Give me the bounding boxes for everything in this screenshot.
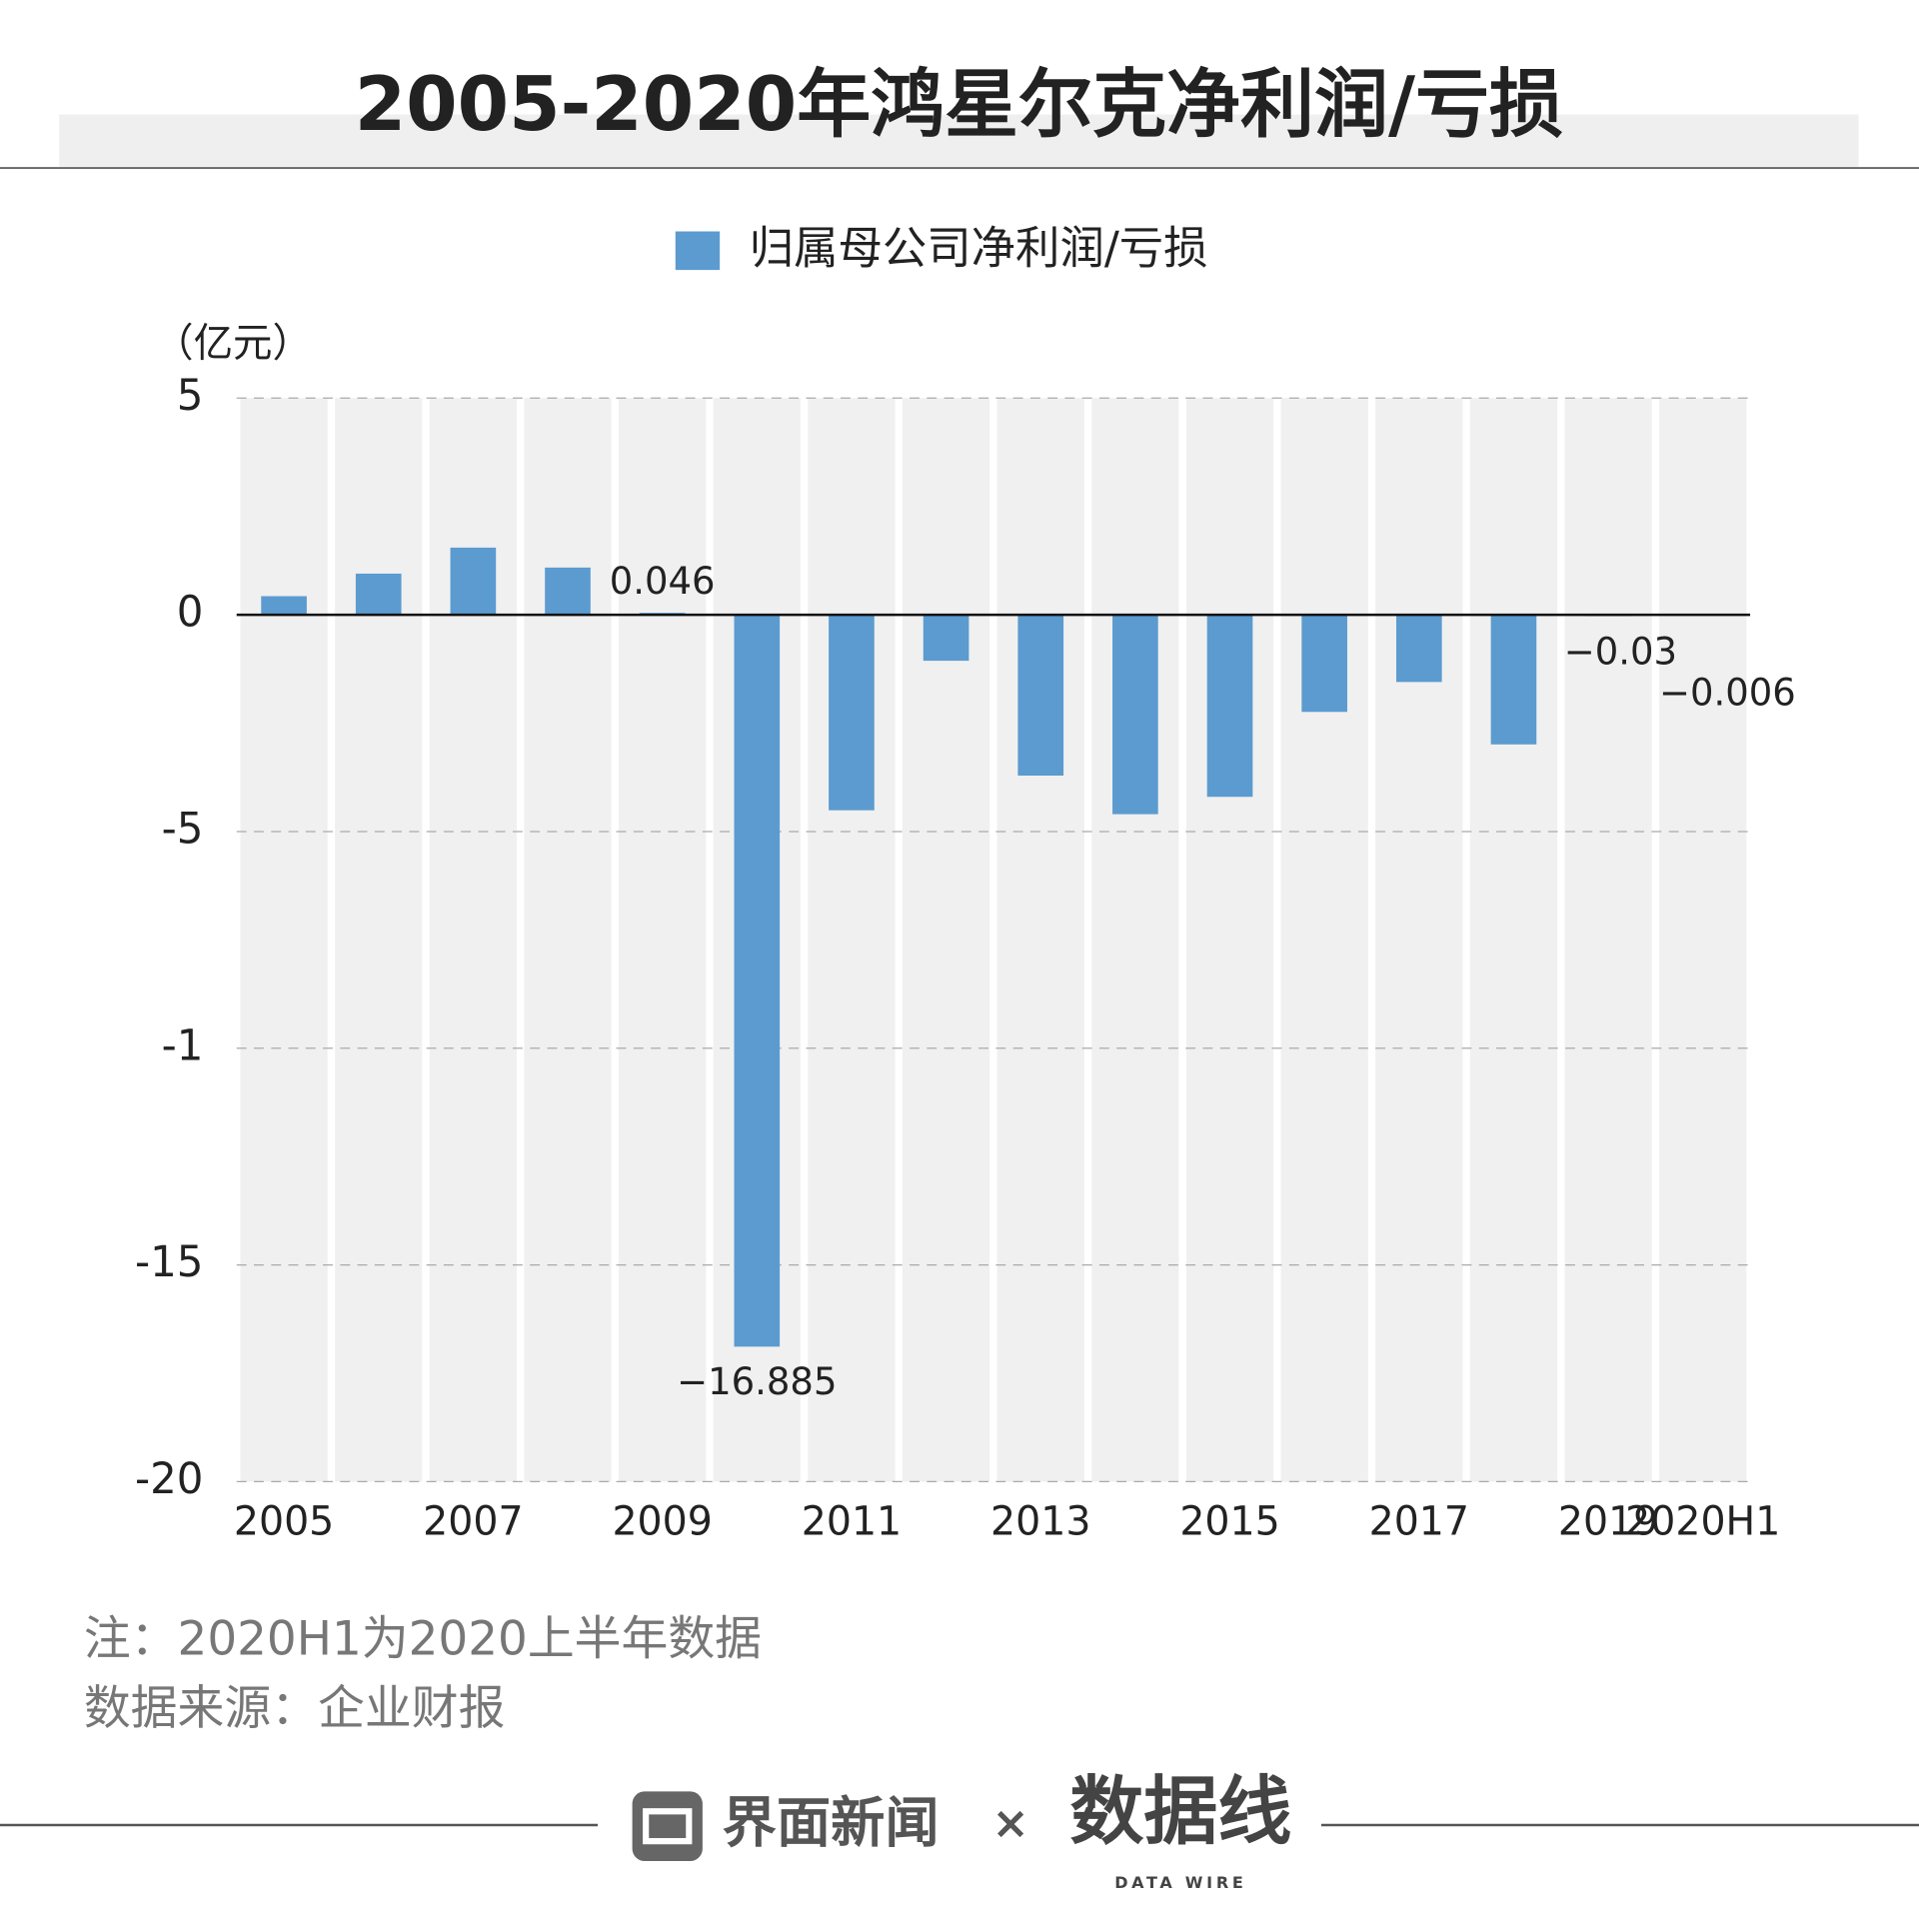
plot: 5 0 -5 -1 -15 -20 2005 2007 2009 0.046 −16.885 2011… [135, 371, 1796, 1545]
y-tick-label: 0 [177, 587, 204, 636]
x-tick-label: 2009 [612, 1498, 712, 1544]
column-band [1375, 398, 1463, 1482]
column-band [619, 398, 707, 1482]
footer-partner: 数据线 [1069, 1768, 1291, 1855]
bar [1017, 615, 1064, 777]
bar [450, 547, 497, 616]
column-band [902, 398, 990, 1482]
brand-icon-inner [643, 1808, 693, 1845]
x-tick-label: 2015 [1179, 1498, 1279, 1544]
y-tick-label: -1 [162, 1020, 204, 1069]
footer-brand: 界面新闻 [723, 1790, 940, 1854]
column-band [808, 398, 896, 1482]
bar [355, 573, 402, 616]
footer-partner-sub: DATA WIRE [1114, 1873, 1246, 1892]
column-band [335, 398, 423, 1482]
x-tick-label: 2007 [423, 1498, 523, 1544]
column-band [1659, 398, 1747, 1482]
bar [923, 615, 969, 662]
x-tick-label: 2013 [990, 1498, 1090, 1544]
bar [1112, 615, 1158, 815]
chart-title: 2005-2020年鸿星尔克净利润/亏损 [355, 61, 1563, 148]
note: 注：2020H1为2020上半年数据 [84, 1611, 762, 1666]
y-tick-label: -15 [135, 1237, 203, 1286]
note: 数据来源：企业财报 [84, 1681, 506, 1736]
bar [1206, 615, 1253, 798]
column-band [1280, 398, 1368, 1482]
column-band [1469, 398, 1558, 1482]
bar [1490, 615, 1537, 745]
y-tick-label: 5 [177, 371, 204, 420]
value-label: −0.03 [1564, 630, 1677, 673]
y-tick-label: -5 [162, 804, 204, 853]
value-label: −16.885 [677, 1360, 837, 1403]
x-tick-label: 2011 [802, 1498, 902, 1544]
column-band [1564, 398, 1652, 1482]
bar [1395, 615, 1442, 683]
legend-label: 归属母公司净利润/亏损 [750, 222, 1208, 274]
bar [261, 596, 307, 616]
y-unit: （亿元） [154, 320, 312, 366]
title-band [59, 114, 1859, 167]
x-tick-label: 2020H1 [1625, 1498, 1780, 1544]
legend-swatch [675, 231, 721, 271]
y-tick-label: -20 [135, 1454, 203, 1503]
value-label: −0.006 [1659, 671, 1796, 714]
bar [545, 567, 591, 616]
bar [829, 615, 875, 811]
value-label: 0.046 [610, 560, 716, 603]
column-band [524, 398, 612, 1482]
footer-times: × [992, 1797, 1029, 1849]
column-band [240, 398, 328, 1482]
column-band [996, 398, 1084, 1482]
column-band [1185, 398, 1274, 1482]
x-tick-label: 2005 [234, 1498, 334, 1544]
column-band [1091, 398, 1179, 1482]
bar [1301, 615, 1347, 713]
x-tick-label: 2017 [1369, 1498, 1469, 1544]
x-tick-label: 2019 [1558, 1498, 1658, 1544]
bar [734, 615, 781, 1347]
